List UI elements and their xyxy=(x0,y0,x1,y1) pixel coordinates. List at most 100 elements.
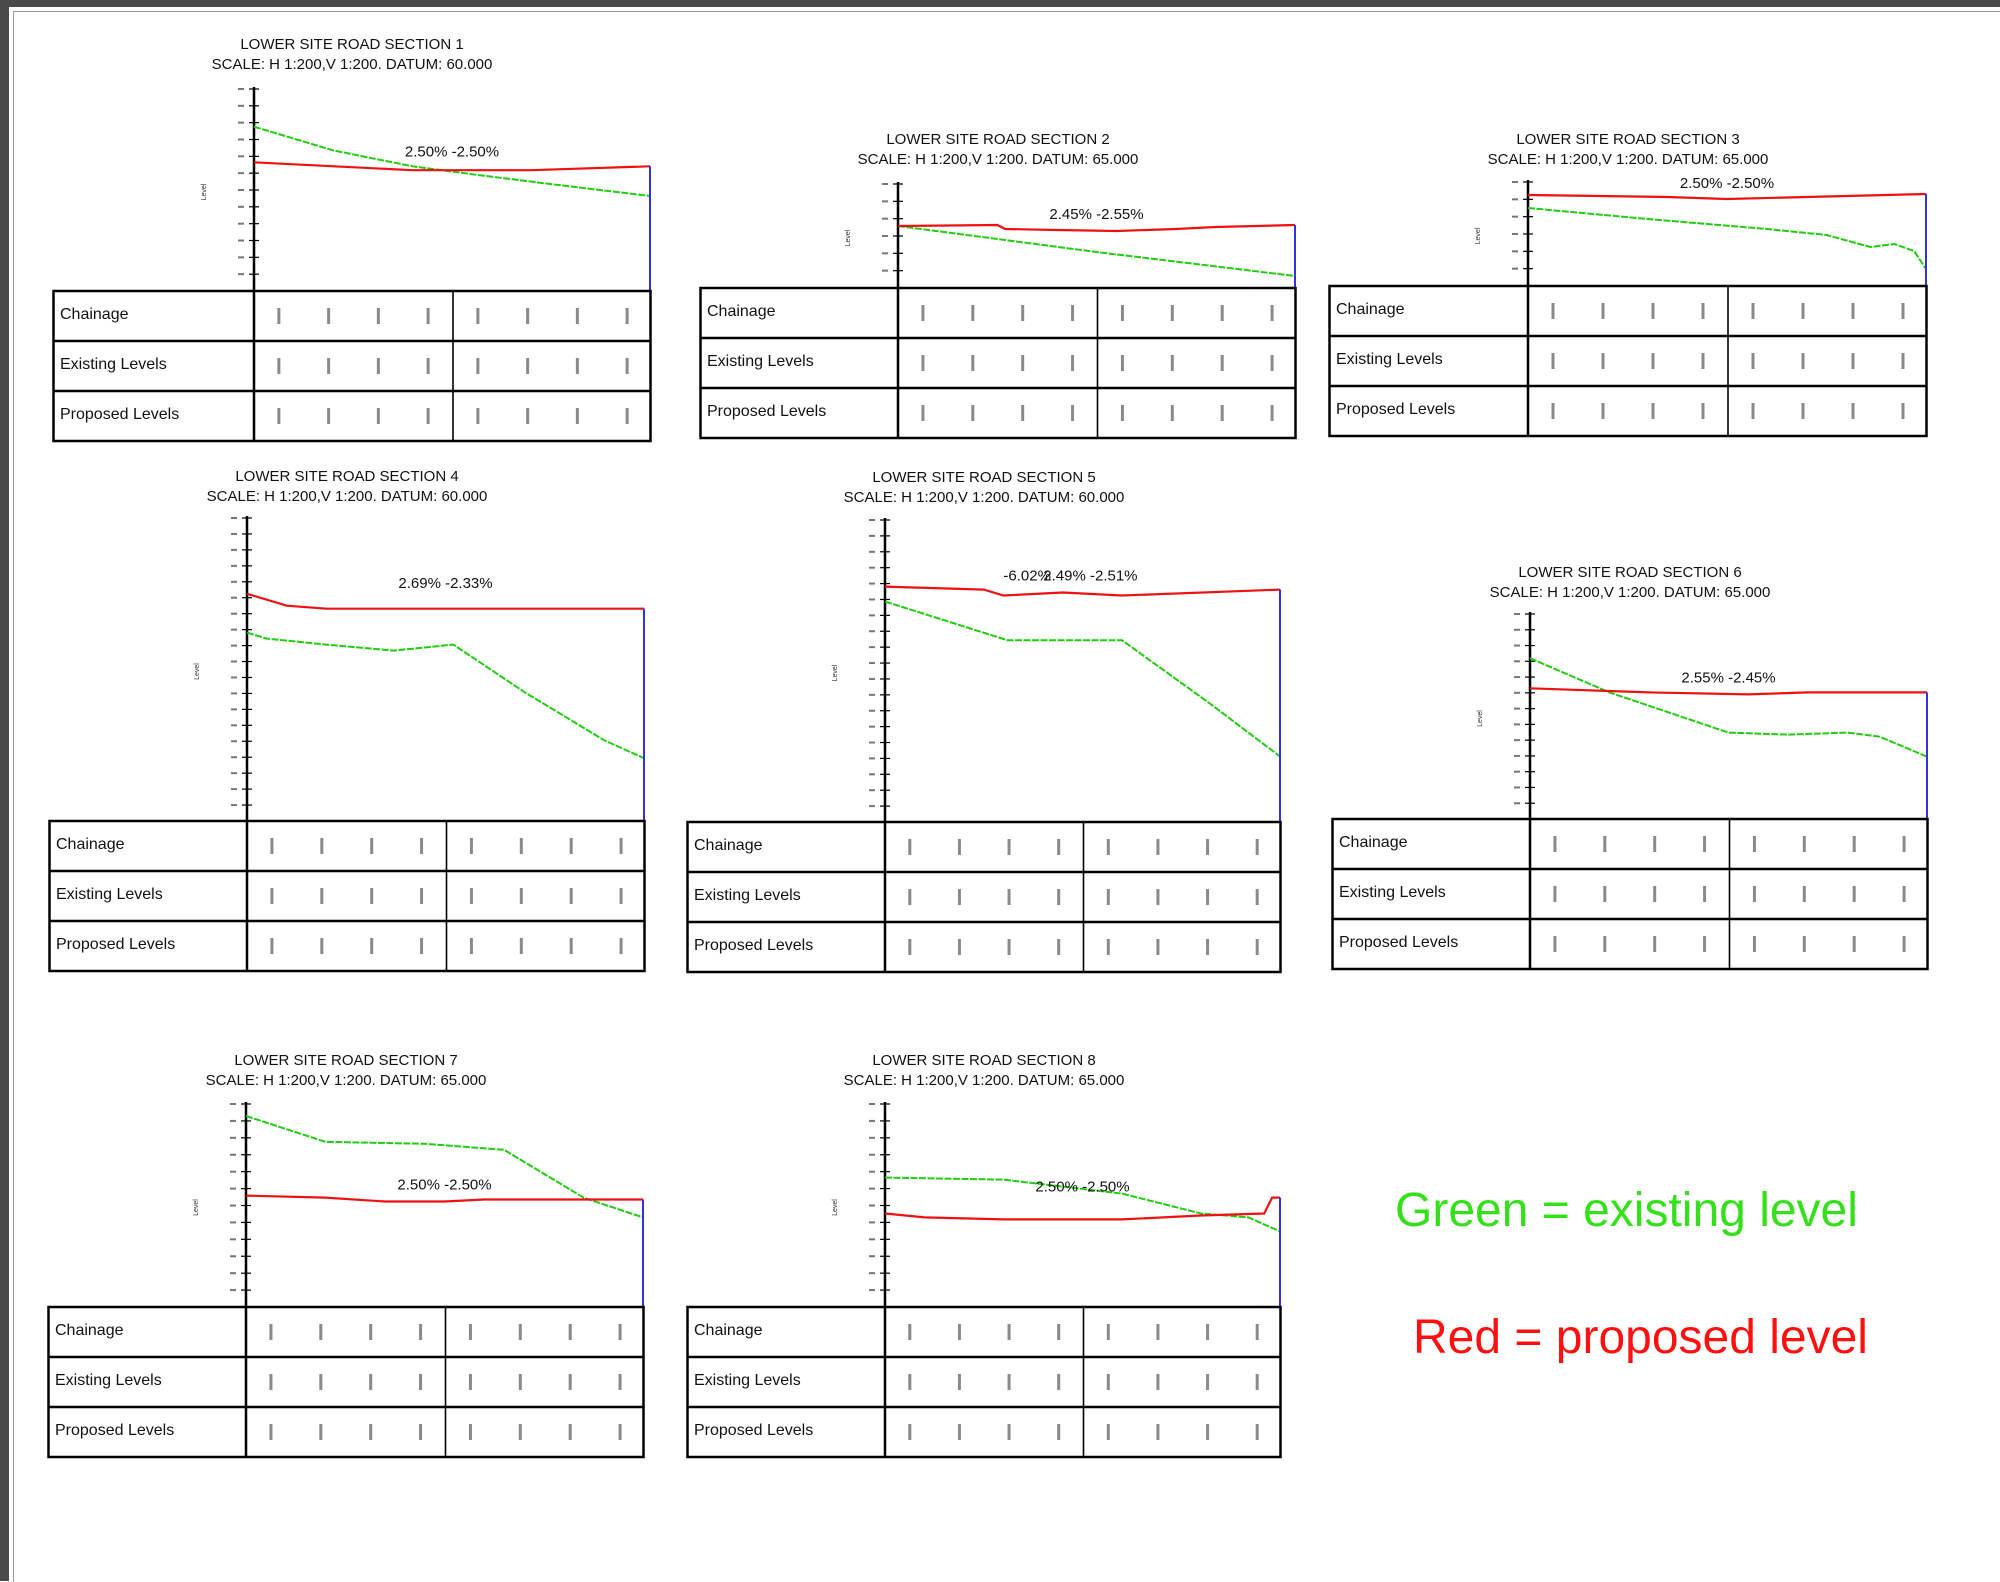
grade-label: 2.50% -2.50% xyxy=(1035,1179,1129,1196)
axis-label: Level xyxy=(832,1199,839,1216)
table-cell-value xyxy=(908,1324,912,1340)
table-cell-value xyxy=(1270,305,1274,321)
table-cell-value xyxy=(1852,936,1856,952)
table-cell-value xyxy=(518,1424,522,1440)
axis-tick-label xyxy=(238,155,244,158)
table-cell-value xyxy=(319,1324,323,1340)
table-cell-value xyxy=(519,838,523,854)
table-cell-value xyxy=(1553,836,1557,852)
existing-level-line xyxy=(1527,207,1927,270)
table-cell-value xyxy=(568,1424,572,1440)
axis-tick-label xyxy=(1512,267,1518,270)
road-section-3: LOWER SITE ROAD SECTION 3 SCALE: H 1:200,… xyxy=(1328,130,1928,438)
axis-tick-label xyxy=(230,1238,236,1241)
table-cell-value xyxy=(519,938,523,954)
road-section-7: LOWER SITE ROAD SECTION 7 SCALE: H 1:200,… xyxy=(47,1051,645,1459)
table-row-label: Proposed Levels xyxy=(707,403,827,420)
axis-tick-label xyxy=(238,189,244,191)
table-cell-value xyxy=(1901,353,1905,369)
level-table xyxy=(1331,817,1929,971)
table-cell-value xyxy=(921,405,925,421)
level-table xyxy=(699,286,1297,440)
table-cell-value xyxy=(618,1374,622,1390)
table-cell-value xyxy=(526,308,530,324)
proposed-level-line xyxy=(884,1196,1280,1221)
grade-label: 2.50% -2.50% xyxy=(397,1177,491,1194)
proposed-level-line xyxy=(884,585,1281,597)
table-cell-value xyxy=(568,1324,572,1340)
table-cell-value xyxy=(376,408,380,424)
table-cell-value xyxy=(420,888,424,904)
table-row-label: Existing Levels xyxy=(60,356,167,373)
grade-label: 2.45% -2.55% xyxy=(1049,206,1143,223)
table-cell-value xyxy=(1156,1324,1160,1340)
level-table xyxy=(48,819,646,973)
table-cell-value xyxy=(957,839,961,855)
axis-tick-label xyxy=(231,772,237,775)
table-cell-value xyxy=(327,308,331,324)
axis-tick-label xyxy=(231,628,237,631)
axis-tick-label xyxy=(1514,660,1520,663)
table-cell-value xyxy=(1653,886,1657,902)
table-cell-value xyxy=(1553,886,1557,902)
axis-tick-label xyxy=(1514,691,1520,694)
table-cell-value xyxy=(518,1374,522,1390)
table-cell-value xyxy=(1156,1374,1160,1390)
table-cell-value xyxy=(1255,839,1259,855)
axis-tick-label xyxy=(231,692,237,695)
table-cell-value xyxy=(269,1424,273,1440)
table-row-label: Existing Levels xyxy=(694,1372,801,1389)
table-cell-value xyxy=(1071,305,1075,321)
axis-tick-label xyxy=(231,788,237,791)
section-scale: SCALE: H 1:200,V 1:200. DATUM: 65.000 xyxy=(843,1072,1125,1089)
table-cell-value xyxy=(957,939,961,955)
section-title: LOWER SITE ROAD SECTION 7 xyxy=(234,1052,458,1069)
table-cell-value xyxy=(1120,405,1124,421)
table-cell-value xyxy=(269,1374,273,1390)
axis-tick-label xyxy=(231,532,237,535)
table-cell-value xyxy=(327,358,331,374)
grade-label: 2.55% -2.45% xyxy=(1681,669,1775,686)
table-cell-value xyxy=(1206,839,1210,855)
table-cell-value xyxy=(1007,839,1011,855)
section-title: LOWER SITE ROAD SECTION 1 xyxy=(240,36,464,53)
axis-tick-label xyxy=(1514,707,1520,710)
proposed-level-line xyxy=(1527,192,1927,201)
axis-tick-label xyxy=(869,805,875,808)
grade-label: 2.50% -2.50% xyxy=(1680,175,1774,192)
table-cell-value xyxy=(618,1424,622,1440)
grade-label-2: 2.49% -2.51% xyxy=(1043,568,1137,585)
table-cell-value xyxy=(1170,405,1174,421)
table-cell-value xyxy=(419,1374,423,1390)
axis-tick-label xyxy=(869,598,875,601)
existing-level-line xyxy=(884,600,1281,758)
table-cell-value xyxy=(908,839,912,855)
road-section-4: LOWER SITE ROAD SECTION 4 SCALE: H 1:200,… xyxy=(48,467,646,973)
axis-tick-label xyxy=(869,1221,875,1224)
existing-level-line xyxy=(245,1115,644,1219)
axis-tick-label xyxy=(1514,628,1520,631)
table-cell-value xyxy=(1206,1424,1210,1440)
section-scale: SCALE: H 1:200,V 1:200. DATUM: 60.000 xyxy=(211,56,493,73)
table-cell-value xyxy=(419,1424,423,1440)
table-cell-value xyxy=(469,888,473,904)
table-cell-value xyxy=(1653,936,1657,952)
axis-tick-label xyxy=(869,566,875,569)
table-row-label: Proposed Levels xyxy=(56,936,176,953)
table-cell-value xyxy=(1751,403,1755,419)
axis-tick-label xyxy=(230,1255,236,1258)
table-cell-value xyxy=(327,408,331,424)
axis-tick-label xyxy=(230,1103,236,1105)
table-cell-value xyxy=(1270,405,1274,421)
table-cell-value xyxy=(1255,1374,1259,1390)
table-cell-value xyxy=(1007,1374,1011,1390)
table-cell-value xyxy=(1802,836,1806,852)
axis-tick-label xyxy=(869,1272,875,1275)
section-title: LOWER SITE ROAD SECTION 3 xyxy=(1516,131,1740,148)
table-cell-value xyxy=(1057,1324,1061,1340)
axis-tick-label xyxy=(1514,723,1520,726)
table-cell-value xyxy=(1651,353,1655,369)
table-cell-value xyxy=(1851,353,1855,369)
table-cell-value xyxy=(1057,1424,1061,1440)
grade-label: 2.50% -2.50% xyxy=(405,143,499,160)
